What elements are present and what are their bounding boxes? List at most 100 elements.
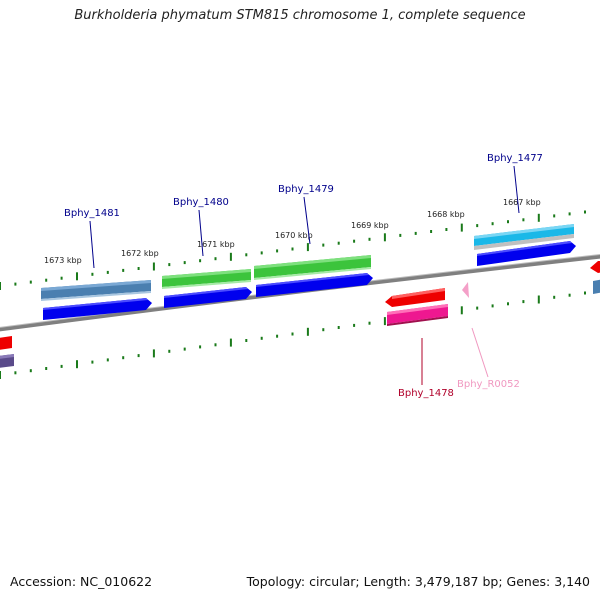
topology-summary-text: Topology: circular; Length: 3,479,187 bp… [246,574,590,589]
major-tick [460,306,463,315]
edge-feature-left-purple[interactable] [0,354,14,368]
gene-label-bphy-1480[interactable]: Bphy_1480 [173,197,229,208]
minor-tick [322,328,325,332]
minor-tick [507,220,509,224]
minor-tick [276,249,279,253]
minor-tick [584,210,586,214]
minor-tick [137,354,140,358]
accession-text: Accession: NC_010622 [10,574,153,589]
major-tick [537,213,540,222]
minor-tick [368,237,371,241]
minor-tick [491,304,494,308]
minor-tick [60,364,63,368]
major-tick [460,223,463,232]
major-tick [383,317,386,326]
minor-tick [45,278,48,282]
minor-tick [91,272,94,276]
major-tick [306,327,309,336]
gene-label-bphy-1479[interactable]: Bphy_1479 [278,184,334,195]
minor-tick [353,323,356,327]
minor-tick [245,253,248,257]
major-tick [0,371,1,379]
kbp-label-1667: 1667 kbp [503,198,541,207]
minor-tick [399,233,402,237]
gene-label-bphy-1478[interactable]: Bphy_1478 [398,388,454,399]
major-tick [76,360,78,369]
leader-bphy-1481 [89,220,95,269]
minor-tick [199,259,202,263]
leader-bphy-1480 [198,209,204,257]
minor-tick [29,280,32,284]
minor-tick [137,267,140,270]
edge-feature-right-red[interactable] [590,261,600,273]
minor-tick [60,276,63,280]
minor-tick [584,291,586,295]
gene-label-bphy-1477[interactable]: Bphy_1477 [487,153,543,164]
minor-tick [199,345,202,349]
minor-tick [476,224,479,228]
leader-bphy-r0052 [471,327,489,378]
gene-bphy-1481-feature[interactable] [41,280,151,301]
minor-tick [260,336,263,340]
minor-tick [568,212,571,216]
cds-arrow-1477[interactable] [477,241,576,266]
gene-label-bphy-r0052[interactable]: Bphy_R0052 [457,379,520,390]
major-tick [229,338,232,347]
kbp-label-1673: 1673 kbp [44,256,82,265]
minor-tick [337,241,340,245]
major-tick [152,349,155,358]
minor-tick [568,293,571,297]
minor-tick [214,343,217,347]
major-tick [152,262,155,271]
gene-bphy-1478-feature[interactable] [387,304,448,326]
cds-arrow-1479[interactable] [256,273,373,297]
gene-bphy-1479-feature[interactable] [254,255,371,280]
minor-tick [183,347,186,351]
minor-tick [553,295,556,299]
minor-tick [476,306,479,310]
upper-tick-track [0,210,586,290]
kbp-label-1670: 1670 kbp [275,231,313,240]
kbp-label-1669: 1669 kbp [351,221,389,230]
minor-tick [430,230,433,233]
major-tick [76,272,78,281]
minor-tick [276,334,279,338]
minor-tick [507,302,509,306]
minor-tick [29,369,32,373]
minor-tick [183,261,186,265]
minor-tick [14,371,17,375]
minor-tick [337,326,340,329]
minor-tick [168,349,171,353]
minor-tick [245,339,248,342]
leader-bphy-1479 [303,196,311,245]
major-tick [383,233,386,242]
kbp-label-1672: 1672 kbp [121,249,159,258]
minor-tick [168,263,171,267]
gene-bphy-1480-feature[interactable] [162,269,251,289]
edge-feature-left-red[interactable] [0,336,12,350]
major-tick [537,295,540,304]
major-tick [306,243,309,252]
major-tick [229,252,232,261]
leader-bphy-1477 [513,165,520,214]
gene-label-bphy-1481[interactable]: Bphy_1481 [64,208,120,219]
minor-tick [122,268,125,272]
edge-feature-right-steel[interactable] [593,279,600,294]
minor-tick [214,257,217,261]
gene-bphy-1478-arrow[interactable] [385,288,445,307]
kbp-label-1668: 1668 kbp [427,210,465,219]
minor-tick [414,231,417,235]
minor-tick [291,332,294,336]
gene-bphy-1477-feature[interactable] [474,224,574,250]
minor-tick [106,358,109,362]
gene-bphy-r0052-feature[interactable] [462,282,469,298]
cds-arrow-1480[interactable] [164,287,252,308]
major-tick [0,282,1,290]
cds-arrow-1481[interactable] [43,298,152,320]
minor-tick [445,228,448,231]
minor-tick [368,321,371,325]
minor-tick [122,356,125,360]
kbp-label-1671: 1671 kbp [197,240,235,249]
minor-tick [14,282,17,286]
